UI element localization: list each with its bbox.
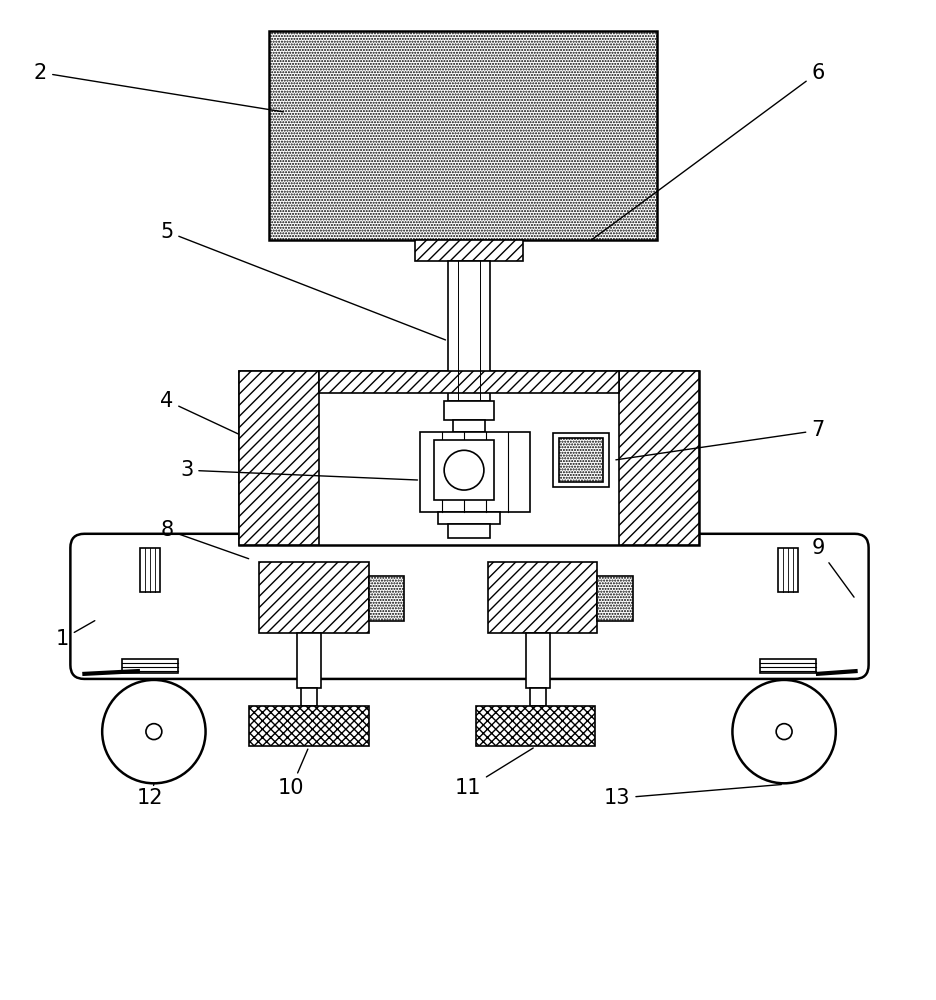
Bar — [240, 371, 319, 545]
Text: 9: 9 — [812, 538, 854, 597]
Circle shape — [102, 680, 206, 783]
Bar — [475, 706, 595, 746]
Text: 12: 12 — [137, 784, 163, 808]
Text: 6: 6 — [592, 63, 825, 240]
Bar — [488, 562, 597, 633]
Bar — [438, 512, 500, 524]
FancyBboxPatch shape — [70, 534, 869, 679]
Bar — [619, 371, 698, 545]
Bar — [122, 659, 178, 673]
Bar — [778, 548, 798, 592]
Text: 8: 8 — [160, 520, 249, 559]
Bar — [560, 438, 603, 482]
Text: 13: 13 — [604, 785, 782, 808]
Bar — [434, 440, 494, 500]
Text: 3: 3 — [180, 460, 417, 480]
Bar — [760, 659, 816, 673]
Bar — [530, 688, 546, 706]
Bar — [301, 688, 317, 706]
Text: 7: 7 — [616, 420, 825, 460]
Bar — [420, 432, 530, 512]
Bar — [448, 524, 490, 538]
Bar — [526, 633, 549, 688]
Text: 1: 1 — [56, 621, 95, 649]
Bar — [259, 562, 369, 633]
Circle shape — [776, 724, 792, 740]
Bar — [240, 371, 698, 545]
Bar — [448, 261, 490, 401]
Text: 4: 4 — [160, 391, 239, 434]
Bar — [553, 433, 609, 487]
Bar — [445, 401, 494, 420]
Bar — [597, 576, 633, 621]
Bar — [270, 31, 657, 240]
Bar — [319, 371, 619, 393]
Bar — [249, 706, 369, 746]
Text: 2: 2 — [34, 63, 284, 112]
Circle shape — [733, 680, 836, 783]
Text: 11: 11 — [455, 748, 534, 798]
Text: 5: 5 — [160, 222, 446, 340]
Text: 10: 10 — [278, 749, 308, 798]
Bar — [140, 548, 160, 592]
Bar — [369, 576, 404, 621]
Circle shape — [445, 450, 484, 490]
Bar — [453, 420, 485, 432]
Bar — [297, 633, 321, 688]
Circle shape — [146, 724, 162, 740]
Bar — [416, 240, 522, 261]
